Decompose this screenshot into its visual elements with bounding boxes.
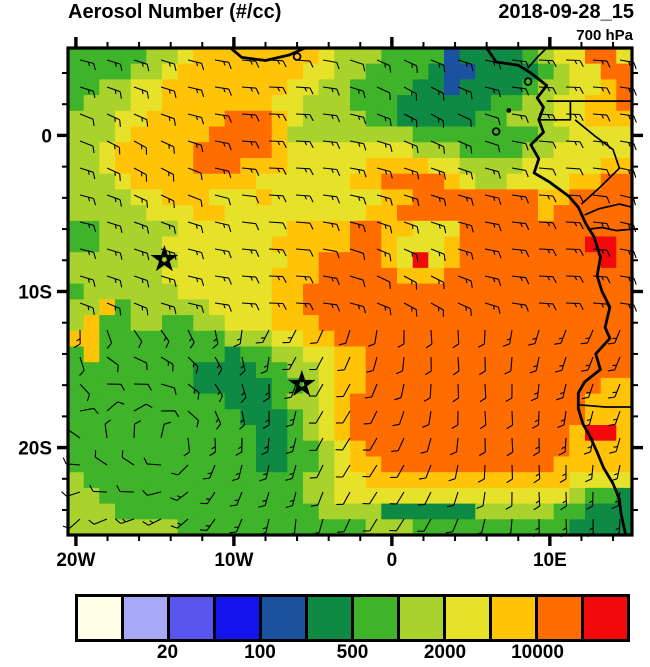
colorbar-labels: 20 100 500 2000 10000: [75, 642, 630, 666]
plot-title: Aerosol Number (#/cc): [68, 1, 282, 23]
x-tick-label: 10W: [214, 550, 253, 571]
map-plot: 20W 10W 0 10E 0 10S 20S: [18, 37, 643, 571]
colorbar-segment: [308, 597, 354, 639]
plot-datetime: 2018-09-28_15: [498, 1, 634, 23]
y-axis-labels: 0 10S 20S: [18, 126, 52, 459]
colorbar-segment: [400, 597, 446, 639]
x-tick-label: 10E: [533, 550, 567, 571]
colorbar-label: 500: [336, 642, 369, 663]
colorbar-segment: [446, 597, 492, 639]
axis-ticks: [57, 37, 643, 546]
colorbar-segment: [538, 597, 584, 639]
country-borders: [527, 47, 633, 408]
x-tick-label: 20W: [56, 550, 95, 571]
colorbar-segment: [262, 597, 308, 639]
colorbar-segment: [354, 597, 400, 639]
y-tick-label: 10S: [18, 283, 52, 304]
colorbar-segment: [216, 597, 262, 639]
colorbar-segment: [124, 597, 170, 639]
header-row: Aerosol Number (#/cc) 2018-09-28_15: [68, 1, 634, 24]
x-axis-labels: 20W 10W 0 10E: [56, 550, 566, 571]
colorbar-label: 10000: [511, 642, 564, 663]
colorbar-label: 2000: [423, 642, 467, 663]
y-tick-label: 0: [41, 126, 52, 147]
wind-barbs: [61, 59, 638, 538]
aerosol-field: [68, 48, 633, 536]
colorbar-label: 20: [156, 642, 179, 663]
colorbar-label: 100: [244, 642, 276, 663]
pressure-level-label: 700 hPa: [576, 27, 633, 44]
colorbar-segment: [170, 597, 216, 639]
site-markers: [150, 244, 316, 397]
y-tick-label: 20S: [18, 439, 52, 460]
x-tick-label: 0: [387, 550, 398, 571]
star-marker-st-helena: [288, 369, 316, 397]
colorbar-segment: [584, 597, 627, 639]
colorbar: [75, 594, 630, 642]
coastline: [229, 46, 628, 536]
star-marker-ascension: [150, 244, 179, 272]
colorbar-segment: [492, 597, 538, 639]
colorbar-segment: [78, 597, 124, 639]
